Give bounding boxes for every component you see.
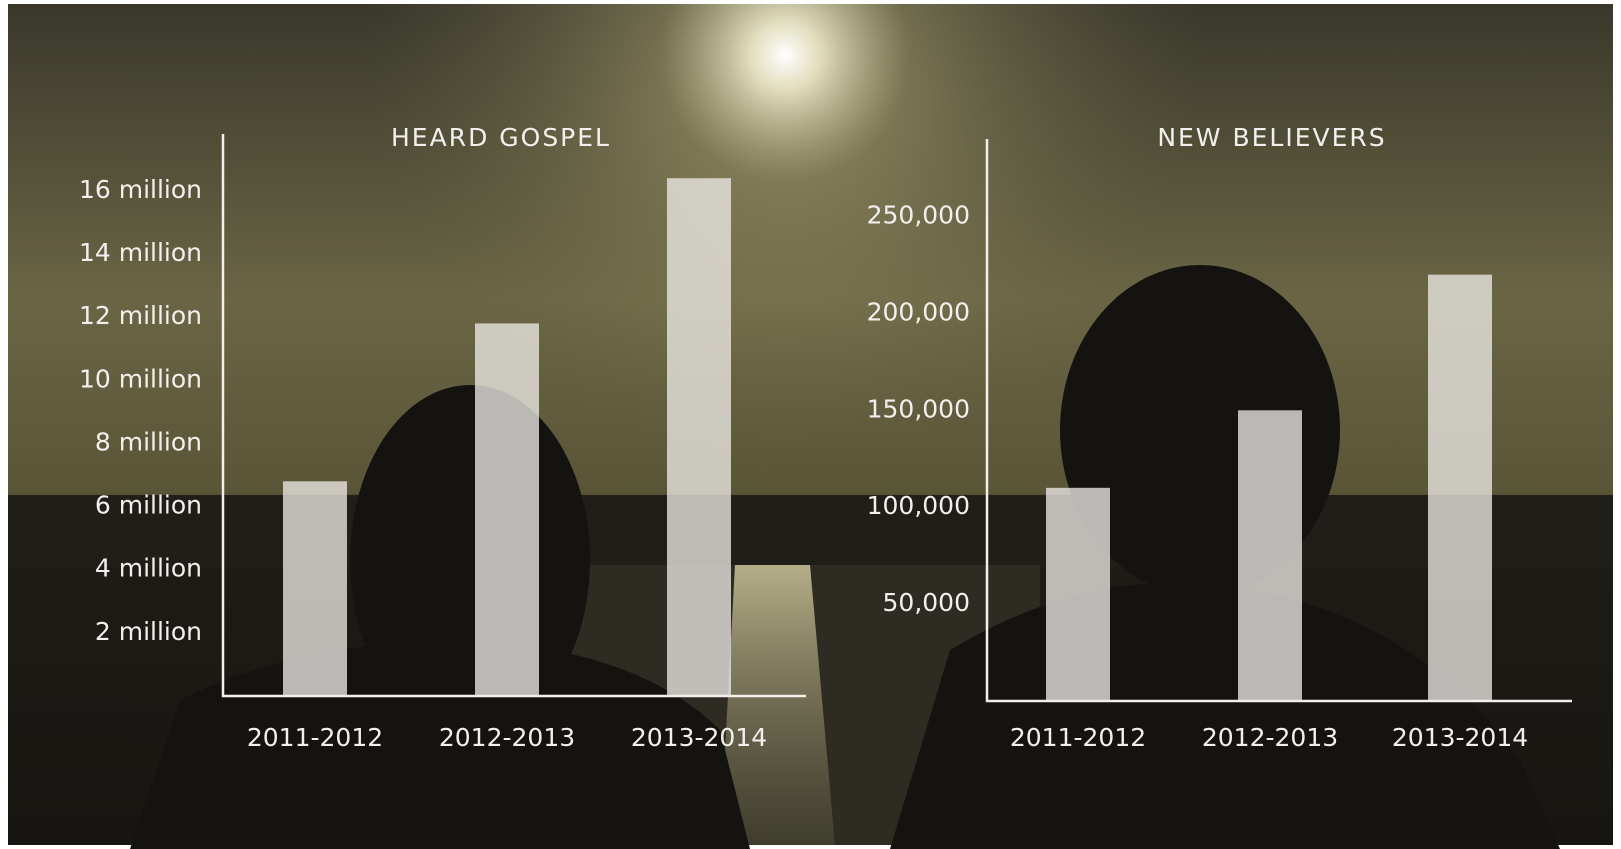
y-tick-label: 10 million <box>79 364 202 393</box>
bar <box>475 323 539 696</box>
y-tick-label: 12 million <box>79 301 202 330</box>
bar <box>667 178 731 696</box>
axis-line <box>221 134 806 698</box>
x-tick-label: 2013-2014 <box>1392 723 1528 752</box>
x-tick-label: 2011-2012 <box>1010 723 1146 752</box>
bar <box>1046 487 1110 701</box>
y-tick-label: 50,000 <box>883 588 970 617</box>
y-tick-label: 150,000 <box>867 394 970 423</box>
y-tick-label: 16 million <box>79 175 202 204</box>
y-tick-label: 2 million <box>95 617 202 646</box>
bar <box>1428 274 1492 701</box>
y-tick-label: 6 million <box>95 491 202 520</box>
chart-title: NEW BELIEVERS <box>1157 123 1386 152</box>
axis-line <box>985 139 1572 703</box>
background-photo <box>8 4 1613 849</box>
y-tick-label: 200,000 <box>867 297 970 326</box>
y-tick-label: 8 million <box>95 427 202 456</box>
chart-title: HEARD GOSPEL <box>391 123 611 152</box>
y-tick-label: 14 million <box>79 238 202 267</box>
x-tick-label: 2012-2013 <box>1202 723 1338 752</box>
bar <box>283 481 347 696</box>
bar <box>1238 410 1302 701</box>
x-tick-label: 2011-2012 <box>247 723 383 752</box>
x-tick-label: 2012-2013 <box>439 723 575 752</box>
y-tick-label: 100,000 <box>867 491 970 520</box>
y-tick-label: 250,000 <box>867 201 970 230</box>
x-tick-label: 2013-2014 <box>631 723 767 752</box>
y-tick-label: 4 million <box>95 554 202 583</box>
